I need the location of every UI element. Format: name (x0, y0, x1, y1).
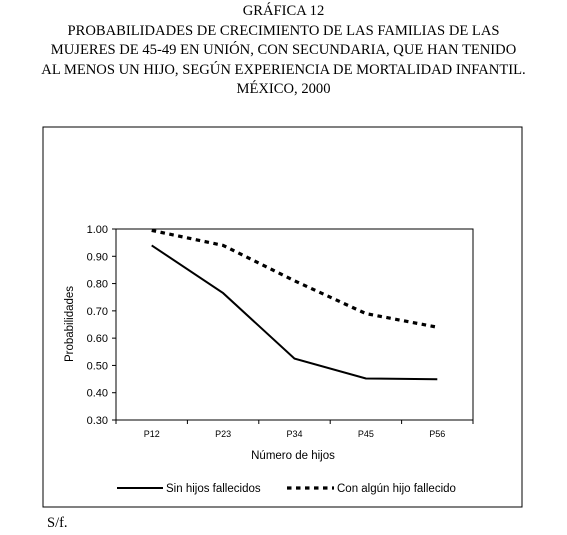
y-tick-label: 0.90 (87, 251, 108, 263)
series-layer (151, 228, 438, 381)
chart-title-block: GRÁFICA 12 PROBABILIDADES DE CRECIMIENTO… (0, 2, 567, 100)
legend-label-2: Con algún hijo fallecido (337, 483, 456, 495)
y-tick-label: 0.70 (87, 306, 108, 318)
x-tick-label: P45 (358, 429, 374, 439)
y-axis-label: Probabilidades (64, 286, 76, 362)
y-tick-label: 1.00 (87, 224, 108, 236)
title-line-1: PROBABILIDADES DE CRECIMIENTO DE LAS FAM… (67, 22, 500, 39)
series-line-2 (151, 228, 438, 329)
y-tick-label: 0.50 (87, 360, 108, 372)
title-line-4: MÉXICO, 2000 (236, 81, 331, 97)
x-axis-label: Número de hijos (251, 450, 335, 462)
y-tick-label: 0.60 (87, 333, 108, 345)
y-tick-label: 0.40 (87, 388, 108, 400)
legend: Sin hijos fallecidos Con algún hijo falle… (117, 483, 456, 495)
source-note: S/f. (47, 515, 68, 531)
y-tick-label: 0.30 (87, 415, 108, 427)
legend-label-1: Sin hijos fallecidos (166, 483, 261, 495)
title-line-3: AL MENOS UN HIJO, SEGÚN EXPERIENCIA DE M… (41, 61, 526, 78)
series-line-1 (151, 244, 438, 381)
x-tick-label: P34 (286, 429, 302, 439)
x-tick-label: P12 (144, 429, 160, 439)
title-line-2: MUJERES DE 45-49 EN UNIÓN, CON SECUNDARI… (50, 42, 517, 58)
y-axis: 1.00 0.90 0.80 0.70 0.60 0.50 0.40 0.30 (87, 224, 116, 427)
x-axis: P12 P23 P34 P45 P56 (115, 420, 474, 439)
x-tick-label: P23 (215, 429, 231, 439)
y-tick-label: 0.80 (87, 279, 108, 291)
x-tick-label: P56 (429, 429, 445, 439)
figure-label: GRÁFICA 12 (242, 3, 325, 19)
